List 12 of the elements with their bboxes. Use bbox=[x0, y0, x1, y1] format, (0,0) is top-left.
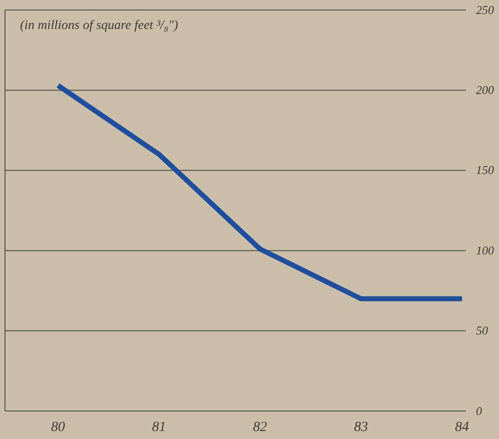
x-tick-label: 81 bbox=[152, 420, 166, 435]
x-tick-label: 83 bbox=[354, 420, 368, 435]
y-tick-label: 250 bbox=[476, 2, 494, 17]
y-tick-label: 50 bbox=[476, 324, 488, 338]
y-tick-label: 200 bbox=[476, 83, 494, 98]
text: (in millions of square feet ³/₈″) bbox=[20, 17, 178, 32]
x-tick-label: 84 bbox=[455, 420, 469, 435]
y-tick-label: 0 bbox=[476, 404, 482, 418]
y-tick-label: 150 bbox=[476, 163, 494, 178]
y-tick-label: 100 bbox=[476, 243, 494, 258]
x-tick-label: 82 bbox=[253, 420, 267, 435]
x-tick-label: 80 bbox=[51, 420, 65, 435]
